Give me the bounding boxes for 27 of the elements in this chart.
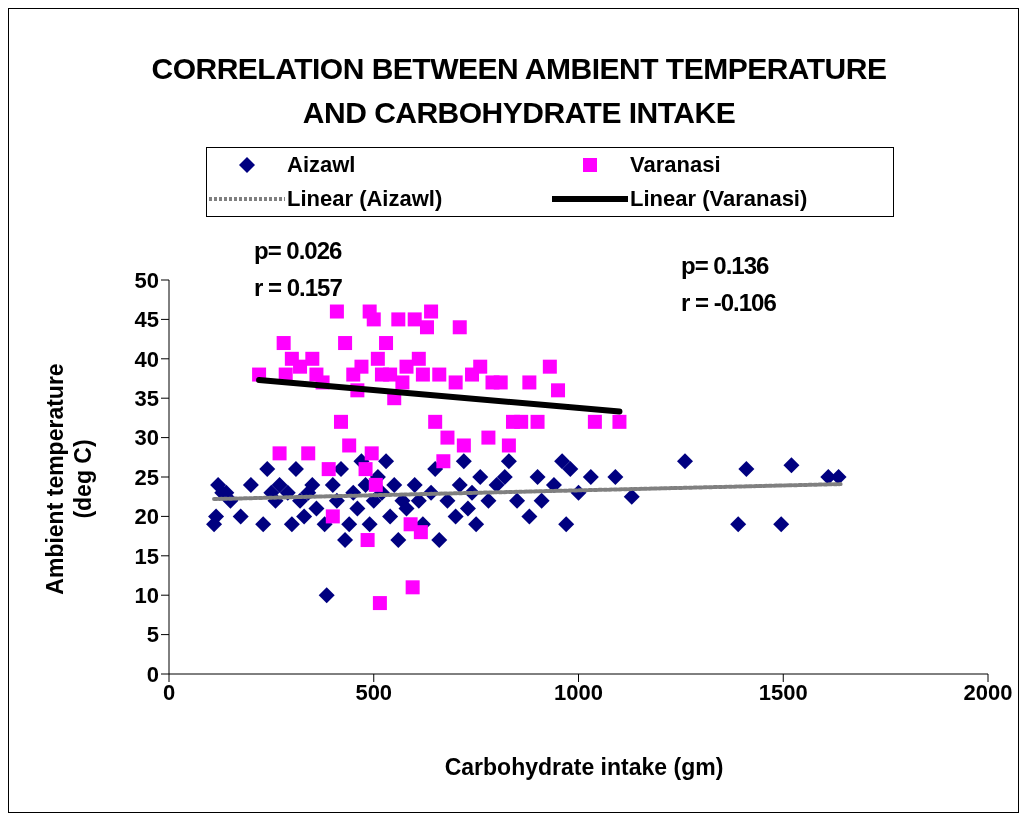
x-tick-label: 0 [162, 679, 176, 705]
y-tick-label: 45 [134, 307, 159, 333]
y-tick-label: 30 [134, 425, 159, 451]
annotation: r = 0.157 [254, 274, 342, 302]
y-tick-label: 15 [134, 543, 159, 569]
y-tick-label: 35 [134, 386, 159, 412]
y-tick-label: 5 [146, 622, 159, 648]
y-tick-label: 10 [134, 583, 159, 609]
legend-label: Varanasi [630, 152, 721, 178]
chart-title: CORRELATION BETWEEN AMBIENT TEMPERATURE AND CARBOHYDRATE INTAKE [150, 51, 888, 131]
legend-label: Linear (Varanasi) [630, 186, 808, 212]
annotation: r = -0.106 [681, 289, 776, 317]
x-tick-label: 1000 [554, 679, 603, 705]
legend-label: Linear (Aizawl) [287, 186, 443, 212]
y-axis-title: Ambient temperature (deg C) [41, 362, 97, 597]
text: p= 0.026 [254, 237, 342, 265]
x-axis-title: Carbohydrate intake (gm) [443, 754, 725, 781]
y-tick-label: 0 [146, 661, 159, 687]
x-tick-label: 1500 [758, 679, 808, 705]
legend-label: Aizawl [287, 152, 356, 178]
y-tick-label: 40 [134, 346, 159, 372]
y-tick-label: 25 [134, 464, 159, 490]
y-tick-label: 50 [134, 267, 159, 293]
x-tick-label: 2000 [963, 679, 1013, 705]
text: p= 0.136 [681, 252, 769, 280]
x-tick-label: 500 [355, 679, 393, 705]
y-tick-label: 20 [134, 504, 159, 530]
